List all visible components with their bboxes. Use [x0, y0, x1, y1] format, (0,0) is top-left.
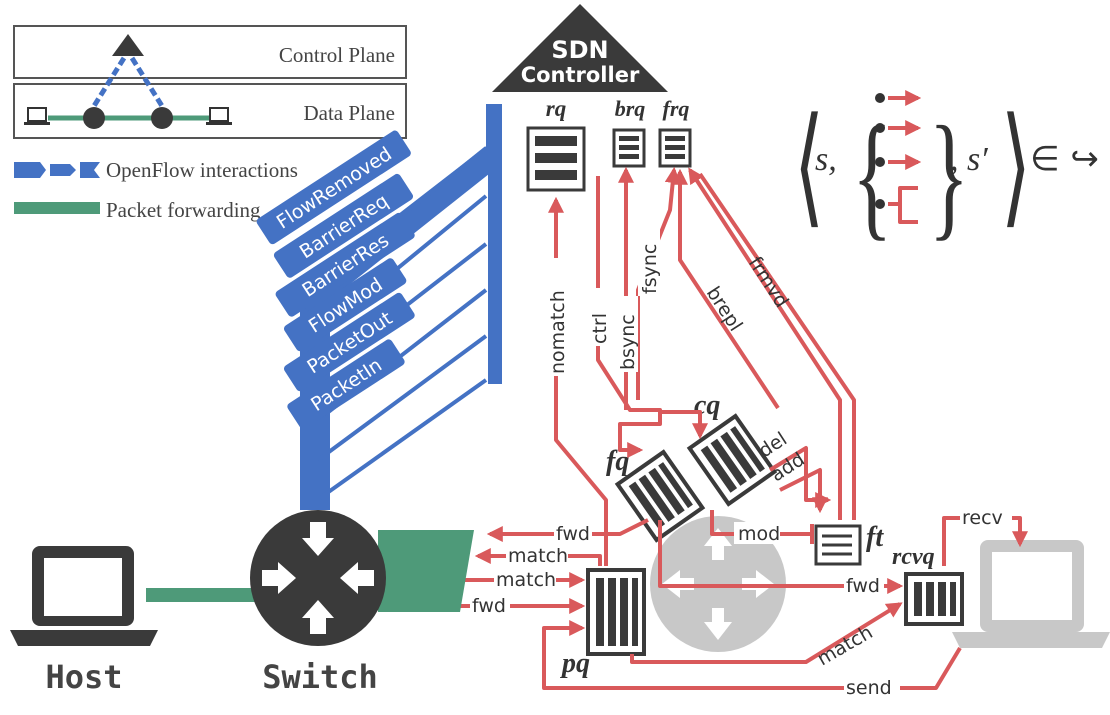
abstract-host-icon — [952, 540, 1110, 648]
control-plane-label: Control Plane — [279, 43, 395, 67]
queue-rcvq-label: rcvq — [892, 544, 935, 570]
arrow-frmvd — [688, 167, 842, 520]
label-mod: mod — [738, 523, 780, 545]
label-brepl: brepl — [702, 283, 747, 336]
host-switch-link — [146, 588, 256, 602]
queue-cq — [686, 413, 778, 507]
mini-controller-icon — [112, 34, 144, 56]
forwarding-legend-icon — [14, 202, 100, 214]
mini-host-icon — [27, 107, 47, 122]
label-fsync: fsync — [639, 244, 661, 294]
queue-frq-label: frq — [663, 96, 690, 121]
formula-langle: ⟨ — [794, 95, 824, 239]
label-ctrl: ctrl — [589, 313, 611, 344]
controller-label-line1: SDN — [551, 36, 608, 64]
arrow-send — [542, 620, 962, 690]
label-fwd-left: fwd — [472, 595, 506, 617]
queue-brq: brq — [612, 96, 646, 168]
label-match-2: match — [496, 569, 556, 591]
arrow-brepl — [672, 168, 780, 410]
mini-switch-icon — [151, 107, 173, 129]
control-plane-box — [13, 25, 407, 79]
switch-icon — [250, 510, 386, 646]
mini-host-icon — [209, 107, 229, 122]
formula-transitions — [875, 90, 922, 224]
legend: Control Plane Data Plane OpenFlow intera… — [13, 25, 407, 222]
formula: ⟨ s, { } , s′ ⟩ ∈ ↪ — [794, 90, 1099, 252]
queue-fq-label: fq — [606, 446, 629, 477]
label-fwd-right: fwd — [846, 575, 880, 597]
queue-pq-label: pq — [560, 648, 590, 679]
controller-triangle-icon — [492, 4, 668, 92]
queue-rq-label: rq — [546, 96, 566, 121]
label-recv: recv — [962, 507, 1003, 529]
forwarding-links — [146, 530, 474, 612]
controller-label-line2: Controller — [521, 63, 640, 87]
queue-frq: frq — [658, 96, 692, 168]
label-frmvd: frmvd — [744, 253, 793, 312]
formula-s-prime: , s′ — [950, 141, 988, 178]
arrow-labels: nomatch ctrl bsync fsync brepl frmvd del… — [470, 226, 1012, 699]
queue-cq-label: cq — [694, 390, 720, 421]
arrow-add — [779, 468, 828, 514]
formula-lbrace: { — [852, 97, 892, 252]
switch-port-funnel — [378, 530, 474, 612]
openflow-legend-label: OpenFlow interactions — [106, 158, 298, 182]
formula-rbrace: } — [929, 97, 969, 252]
label-nomatch: nomatch — [547, 290, 569, 374]
queue-pq — [586, 568, 646, 656]
forwarding-legend-label: Packet forwarding — [106, 198, 261, 222]
formula-relation: ∈ ↪ — [1030, 139, 1099, 179]
host-label: Host — [45, 658, 122, 696]
data-plane-label: Data Plane — [303, 101, 395, 125]
formula-s: s, — [815, 141, 837, 178]
switch-label: Switch — [262, 658, 378, 696]
queue-rcvq — [904, 572, 964, 626]
formula-rangle: ⟩ — [1001, 95, 1031, 239]
flow-table-icon — [814, 524, 862, 566]
label-send: send — [846, 677, 892, 699]
host-icon — [10, 546, 158, 646]
label-match-1: match — [508, 545, 568, 567]
transition-arrows — [454, 166, 1028, 690]
queue-fq — [614, 449, 706, 543]
queue-rq: rq — [526, 96, 586, 192]
arrow-match-right — [630, 602, 903, 664]
label-bsync: bsync — [617, 314, 639, 370]
arrow-ctrl — [596, 176, 662, 458]
label-fwd-top: fwd — [556, 523, 590, 545]
flow-table-label: ft — [866, 522, 884, 553]
mini-switch-icon — [83, 107, 105, 129]
openflow-legend-icon — [14, 162, 100, 178]
arrow-fwd-right — [658, 520, 904, 594]
sdn-controller: SDN Controller — [492, 4, 668, 92]
label-match-right: match — [814, 621, 877, 670]
queue-brq-label: brq — [615, 96, 646, 121]
arrow-fwd-top — [486, 518, 649, 542]
